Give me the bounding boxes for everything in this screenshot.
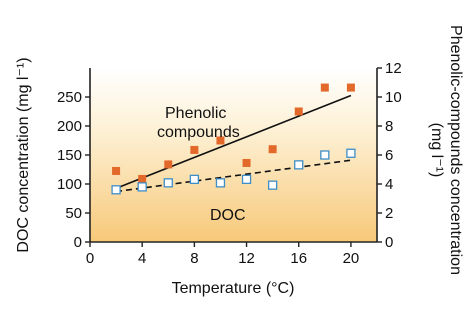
phenolic-compounds-point bbox=[164, 160, 173, 169]
y-left-tick-label: 150 bbox=[57, 147, 82, 164]
y-left-axis-title: DOC concentration (mg l⁻¹) bbox=[15, 57, 32, 252]
phenolic-compounds-trend-line bbox=[115, 94, 352, 190]
phenolic-compounds-point bbox=[346, 83, 355, 92]
phenolic-compounds-point bbox=[216, 136, 225, 145]
y-right-tick-label: 2 bbox=[385, 205, 393, 222]
trend-lines bbox=[115, 94, 352, 193]
y-left-tick-label: 250 bbox=[57, 89, 82, 106]
y-right-axis-title-line1: Phenolic-compounds concentration bbox=[447, 25, 464, 275]
doc-point bbox=[346, 148, 356, 158]
doc-point bbox=[241, 174, 252, 185]
annotation-phenolic-line2: compounds bbox=[157, 124, 240, 141]
doc-point bbox=[320, 150, 330, 160]
doc-point bbox=[294, 160, 304, 170]
y-right-tick-label: 4 bbox=[385, 176, 393, 193]
phenolic-compounds-point bbox=[190, 145, 199, 154]
doc-point bbox=[189, 174, 200, 185]
annotation-doc: DOC bbox=[210, 207, 246, 224]
phenolic-compounds-point bbox=[112, 166, 121, 175]
phenolic-compounds-point bbox=[294, 107, 303, 116]
y-left-tick-label: 50 bbox=[65, 205, 82, 222]
x-tick-label: 0 bbox=[86, 250, 94, 267]
phenolic-compounds-point bbox=[268, 145, 277, 154]
y-right-tick-label: 8 bbox=[385, 118, 393, 135]
y-left-tick-label: 0 bbox=[74, 234, 82, 251]
doc-point bbox=[215, 178, 226, 188]
x-axis-title: Temperature (°C) bbox=[172, 280, 295, 297]
annotation-phenolic-line1: Phenolic bbox=[165, 105, 226, 122]
doc-point bbox=[163, 178, 173, 188]
data-markers bbox=[111, 83, 356, 195]
phenolic-compounds-point bbox=[242, 158, 251, 167]
doc-point bbox=[137, 182, 147, 192]
y-right-axis-title-line2: (mg l⁻¹) bbox=[428, 123, 445, 178]
y-left-tick-label: 100 bbox=[57, 176, 82, 193]
x-tick-label: 12 bbox=[238, 250, 255, 267]
x-tick-label: 16 bbox=[290, 250, 307, 267]
x-tick-label: 20 bbox=[343, 250, 360, 267]
x-tick-label: 4 bbox=[138, 250, 146, 267]
y-right-tick-label: 0 bbox=[385, 234, 393, 251]
doc-point bbox=[267, 180, 278, 190]
y-right-tick-label: 6 bbox=[385, 147, 393, 164]
x-tick-label: 8 bbox=[190, 250, 198, 267]
doc-point bbox=[111, 185, 121, 195]
y-right-tick-label: 10 bbox=[385, 89, 402, 106]
phenolic-compounds-point bbox=[138, 174, 147, 183]
phenolic-compounds-point bbox=[320, 83, 329, 92]
y-left-tick-label: 200 bbox=[57, 118, 82, 135]
y-right-tick-label: 12 bbox=[385, 60, 402, 77]
